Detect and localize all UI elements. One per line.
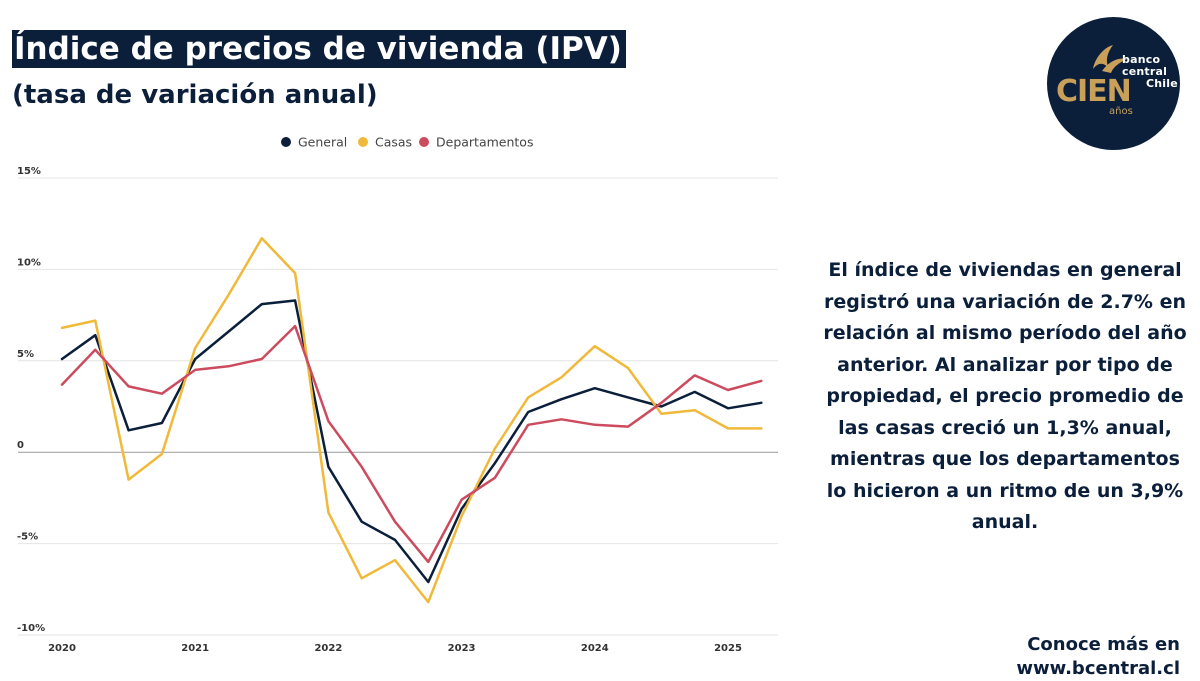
x-tick-label: 2020 xyxy=(48,643,76,654)
x-tick-label: 2025 xyxy=(714,643,742,654)
legend-label-general: General xyxy=(298,135,347,150)
description-text: El índice de viviendas en general regist… xyxy=(823,259,1187,533)
chart-title: Índice de precios de vivienda (IPV) xyxy=(12,30,626,68)
website-link[interactable]: Conoce más en www.bcentral.cl xyxy=(1016,634,1180,679)
logo-word-cien: CIEN xyxy=(1056,74,1132,109)
legend-marker-casas xyxy=(358,137,368,147)
series-line-general xyxy=(60,299,763,584)
x-tick-label: 2024 xyxy=(581,643,609,654)
logo-word-central: central xyxy=(1122,65,1168,78)
series-line-departamentos xyxy=(60,324,763,564)
x-tick-label: 2022 xyxy=(314,643,342,654)
logo-mark-icon xyxy=(1093,45,1127,73)
y-tick-label: 0 xyxy=(17,440,24,451)
y-tick-label: 15% xyxy=(17,166,41,177)
y-tick-label: -10% xyxy=(17,623,45,634)
chart-subtitle: (tasa de variación anual) xyxy=(12,80,378,110)
logo-word-banco: banco xyxy=(1122,53,1161,66)
logo-word-chile: Chile xyxy=(1146,77,1178,90)
line-chart: 15% 10% 5% 0 -5% -10%2020 2021 2022 2023 2024 2025… xyxy=(17,135,778,654)
legend-label-casas: Casas xyxy=(375,135,412,150)
legend-label-departamentos: Departamentos xyxy=(436,135,533,150)
y-tick-label: 5% xyxy=(17,349,34,360)
legend-marker-general xyxy=(281,137,291,147)
logo-word-anos: años xyxy=(1109,106,1133,117)
y-tick-label: -5% xyxy=(17,532,38,543)
series-line-casas xyxy=(60,237,763,604)
x-tick-label: 2023 xyxy=(448,643,476,654)
x-tick-label: 2021 xyxy=(181,643,209,654)
y-tick-label: 10% xyxy=(17,257,41,268)
legend-marker-departamentos xyxy=(419,137,429,147)
banco-central-cien-logo xyxy=(1047,17,1180,150)
